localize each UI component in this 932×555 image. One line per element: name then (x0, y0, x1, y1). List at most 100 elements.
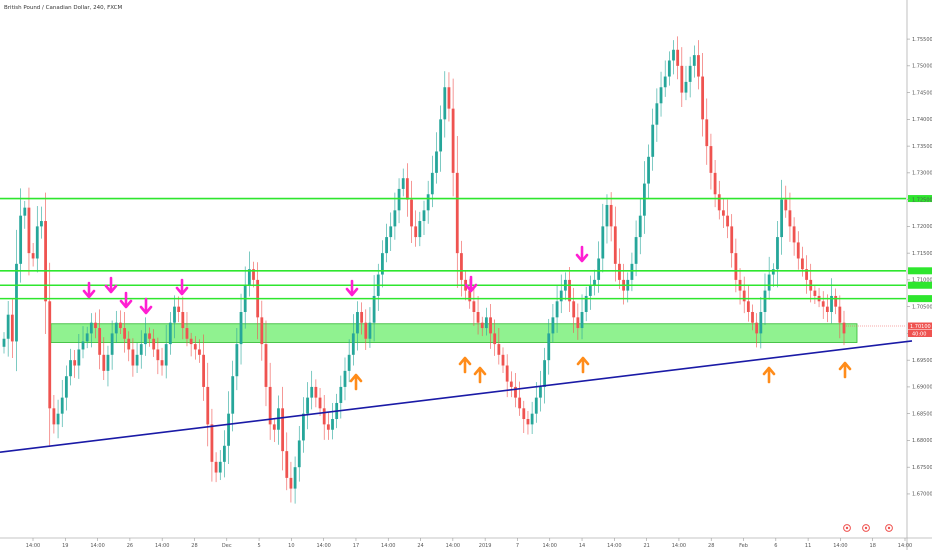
candle-body-108 (451, 108, 455, 173)
candle-body-187 (780, 199, 784, 238)
candle-body-21 (89, 322, 93, 334)
candle-body-153 (638, 215, 642, 238)
candle-body-68 (285, 451, 289, 478)
candle-body-50 (210, 424, 214, 462)
y-tick-label-4: 1.73500 (912, 144, 932, 150)
candle-body-192 (801, 258, 804, 270)
candle-body-151 (630, 263, 634, 280)
candle-body-86 (360, 312, 364, 323)
candle-body-115 (480, 322, 484, 329)
candle-body-105 (439, 119, 443, 152)
down-arrow-head (119, 299, 133, 309)
candle-body-102 (426, 194, 430, 211)
candle-body-143 (597, 258, 601, 280)
x-tick-label-20: 14:00 (672, 543, 686, 549)
event-marker-dot-icon-0 (845, 526, 849, 530)
candle-body-168 (701, 76, 705, 120)
candle-body-65 (272, 424, 276, 430)
candle-body-144 (601, 226, 605, 259)
candle-body-172 (717, 194, 721, 211)
candle-body-145 (605, 204, 609, 227)
candle-body-88 (368, 322, 372, 339)
y-tick-label-9: 1.71000 (912, 278, 932, 284)
resistance-line-tag-0 (908, 295, 932, 303)
candle-body-174 (726, 215, 729, 227)
candle-body-195 (813, 290, 817, 296)
up-arrow-4 (762, 366, 776, 384)
candle-body-181 (755, 322, 759, 334)
y-tick-label-0: 1.75500 (912, 37, 932, 43)
countdown-label: 40:00 (912, 331, 926, 337)
current-price-label: 1.70100 (910, 324, 931, 330)
candle-body-167 (697, 55, 700, 77)
candle-body-124 (518, 397, 522, 409)
candle-body-93 (389, 226, 393, 238)
candle-body-95 (397, 188, 401, 211)
candle-body-0 (2, 338, 6, 347)
candle-body-72 (302, 413, 305, 441)
candle-body-170 (709, 146, 713, 173)
candle-body-98 (410, 199, 413, 227)
candle-body-52 (218, 461, 222, 473)
up-arrow-5 (838, 361, 852, 379)
down-arrow-7 (575, 245, 589, 263)
candle-body-152 (634, 237, 638, 264)
candle-body-180 (751, 312, 754, 323)
candle-body-85 (356, 312, 359, 334)
candle-body-14 (60, 397, 64, 414)
candle-body-125 (522, 408, 526, 420)
candle-body-6 (27, 207, 31, 254)
candle-body-114 (476, 312, 480, 323)
candle-body-40 (168, 322, 172, 345)
y-tick-label-7: 1.72000 (912, 224, 932, 230)
event-marker-dot-icon-2 (887, 526, 891, 530)
candle-body-24 (102, 354, 106, 371)
candle-body-129 (539, 386, 542, 398)
candle-body-132 (551, 317, 555, 334)
candle-body-158 (659, 87, 663, 104)
candle-body-109 (455, 172, 459, 254)
x-tick-label-18: 14:00 (607, 543, 621, 549)
y-tick-label-12: 1.69500 (912, 358, 932, 364)
candle-body-140 (584, 295, 588, 312)
x-tick-label-1: 19 (62, 543, 68, 549)
event-marker-dot-icon-1 (864, 526, 868, 530)
up-arrow-head (762, 366, 776, 376)
candle-body-35 (148, 333, 151, 339)
candle-body-92 (385, 237, 388, 254)
candle-body-169 (705, 119, 709, 147)
candle-body-74 (310, 386, 314, 398)
candle-body-103 (430, 172, 434, 195)
candle-body-202 (842, 322, 846, 334)
candle-body-29 (123, 328, 126, 339)
candle-body-185 (771, 269, 775, 275)
candle-body-171 (713, 172, 717, 195)
y-tick-label-16: 1.67500 (912, 465, 932, 471)
candle-body-18 (77, 349, 81, 366)
candle-body-76 (318, 397, 322, 409)
x-tick-label-25: 14:00 (833, 543, 847, 549)
candle-body-64 (268, 386, 272, 425)
resistance-line-tag-1 (908, 281, 932, 289)
candle-body-22 (94, 322, 97, 329)
candle-body-198 (825, 306, 829, 312)
candle-body-96 (401, 178, 405, 189)
candle-body-106 (443, 87, 447, 120)
down-arrow-1 (104, 276, 118, 294)
candle-body-17 (73, 360, 77, 366)
x-tick-label-10: 17 (353, 543, 359, 549)
candle-body-201 (838, 306, 842, 323)
candle-body-49 (206, 386, 210, 425)
candle-body-57 (239, 312, 243, 345)
y-tick-label-5: 1.73000 (912, 171, 932, 177)
candle-body-138 (576, 317, 580, 329)
candle-body-7 (31, 253, 35, 259)
candle-body-82 (343, 370, 347, 387)
candle-body-101 (422, 210, 426, 222)
candle-body-25 (106, 354, 110, 371)
x-tick-label-12: 24 (417, 543, 423, 549)
down-arrow-2 (119, 291, 133, 309)
candle-body-94 (393, 210, 397, 227)
down-arrow-head (139, 305, 153, 315)
